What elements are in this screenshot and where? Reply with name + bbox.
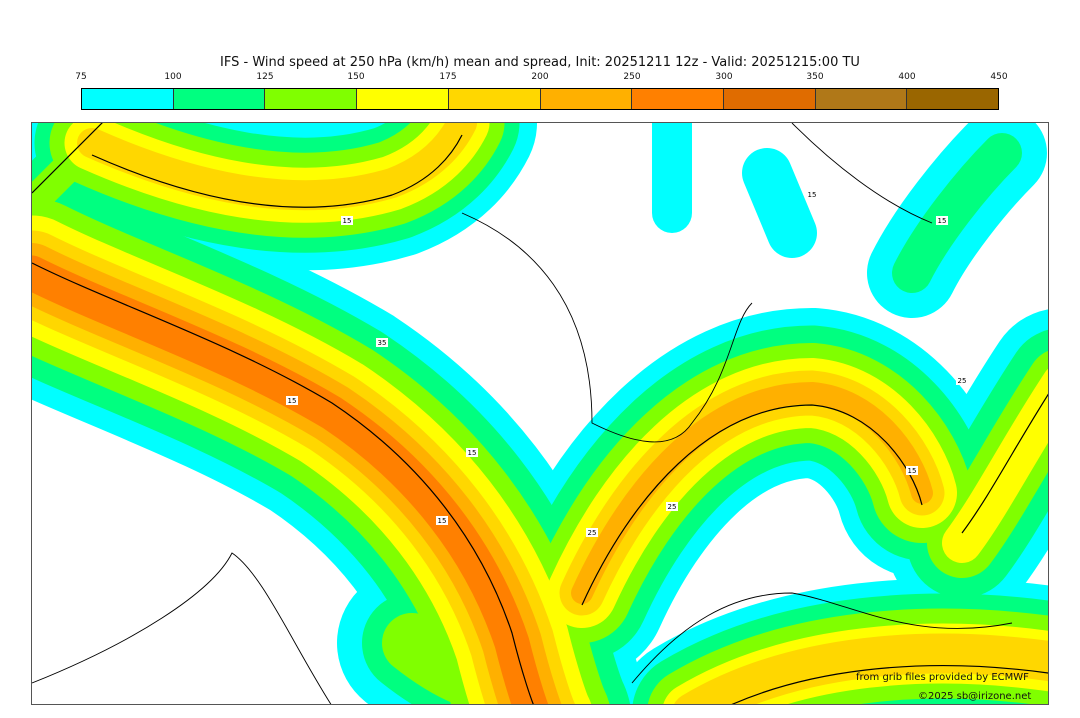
coastline	[32, 552, 332, 704]
source-credit: from grib files provided by ECMWF	[856, 672, 1029, 683]
legend-swatch	[173, 89, 266, 109]
contour-label: 15	[468, 449, 477, 457]
legend-tick: 75	[75, 72, 87, 82]
legend-swatch	[265, 89, 358, 109]
contour-label-bg	[436, 516, 448, 525]
contour-label: 35	[378, 339, 387, 347]
wind-speed-map: 15 15 15 35 25 25 15 15 15 15 25	[31, 122, 1049, 705]
legend-tick: 400	[898, 72, 916, 82]
contour-label-bg	[466, 448, 478, 457]
map-svg: 15 15 15 35 25 25 15 15 15 15 25	[32, 123, 1048, 704]
contour-label: 25	[668, 503, 677, 511]
spread-contour	[581, 404, 923, 606]
legend-swatch	[907, 89, 999, 109]
contour-label: 15	[288, 397, 297, 405]
contour-label-bg	[586, 528, 598, 537]
coastline	[461, 212, 753, 443]
contour-label: 15	[438, 517, 447, 525]
contour-label: 15	[908, 467, 917, 475]
coastline	[631, 592, 1013, 684]
contour-label-bg	[376, 338, 388, 347]
contour-label-bg	[341, 216, 353, 225]
legend-tick: 200	[531, 72, 549, 82]
contour-label-bg	[956, 376, 968, 385]
contour-label: 25	[958, 377, 967, 385]
contour-label-bg	[936, 216, 948, 225]
wind-band	[77, 123, 477, 211]
legend-swatch	[82, 89, 174, 109]
wind-band	[942, 368, 1048, 563]
legend-tick: 350	[806, 72, 824, 82]
coastline	[791, 123, 933, 224]
wind-band	[32, 255, 549, 704]
copyright: ©2025 sb@irizone.net	[918, 691, 1032, 702]
wind-band	[674, 633, 1048, 704]
legend-tick: 250	[623, 72, 641, 82]
wind-band	[892, 133, 1022, 293]
legend-tick: 125	[256, 72, 274, 82]
spread-contour	[32, 123, 103, 194]
legend-swatch	[815, 89, 908, 109]
contour-label-bg	[806, 190, 818, 199]
contour-label: 15	[343, 217, 352, 225]
legend-ticks: 75 100 125 150 175 200 250 300 350 400 4…	[0, 72, 1080, 84]
legend-tick: 300	[715, 72, 733, 82]
spread-contour	[91, 134, 463, 208]
legend-swatch	[723, 89, 816, 109]
contour-label-bg	[286, 396, 298, 405]
spread-contour	[731, 665, 1048, 704]
contour-label-bg	[666, 502, 678, 511]
contour-label: 15	[808, 191, 817, 199]
legend-tick: 100	[164, 72, 182, 82]
legend-tick: 150	[347, 72, 365, 82]
contour-label: 25	[588, 529, 597, 537]
wind-band	[742, 148, 817, 258]
chart-title: IFS - Wind speed at 250 hPa (km/h) mean …	[220, 55, 860, 70]
contour-label: 15	[938, 217, 947, 225]
spread-contour	[961, 393, 1048, 534]
legend-swatch	[357, 89, 449, 109]
color-legend-bar	[81, 88, 999, 110]
legend-swatch	[632, 89, 724, 109]
legend-swatch	[448, 89, 541, 109]
contour-label-bg	[906, 466, 918, 475]
legend-tick: 450	[990, 72, 1008, 82]
legend-swatch	[540, 89, 633, 109]
spread-contour	[32, 262, 534, 704]
legend-tick: 175	[439, 72, 457, 82]
wind-band	[571, 381, 933, 604]
